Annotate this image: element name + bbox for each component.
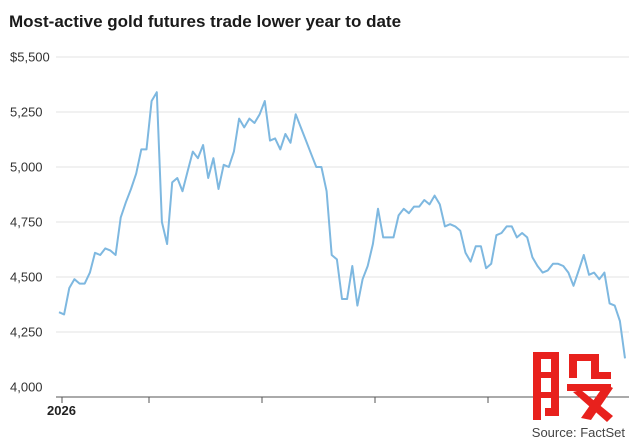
chart-title: Most-active gold futures trade lower yea… xyxy=(9,12,402,31)
y-tick-label: 5,000 xyxy=(10,160,43,175)
x-tick-label: 2026 xyxy=(47,403,76,418)
y-tick-label: 4,500 xyxy=(10,270,43,285)
y-tick-label: $5,500 xyxy=(10,50,50,65)
y-tick-label: 5,250 xyxy=(10,105,43,120)
grid-lines xyxy=(56,56,629,333)
y-tick-label: 4,750 xyxy=(10,215,43,230)
y-tick-label: 4,000 xyxy=(10,380,43,395)
series-layer xyxy=(58,91,626,359)
watermark-logo xyxy=(533,352,613,422)
source-note: Source: FactSet xyxy=(531,425,625,440)
y-axis-ticks: 4,000 4,250 4,500 4,750 5,000 5,250 $5,500 xyxy=(10,50,50,395)
y-tick-label: 4,250 xyxy=(10,325,43,340)
series-line xyxy=(58,91,626,359)
